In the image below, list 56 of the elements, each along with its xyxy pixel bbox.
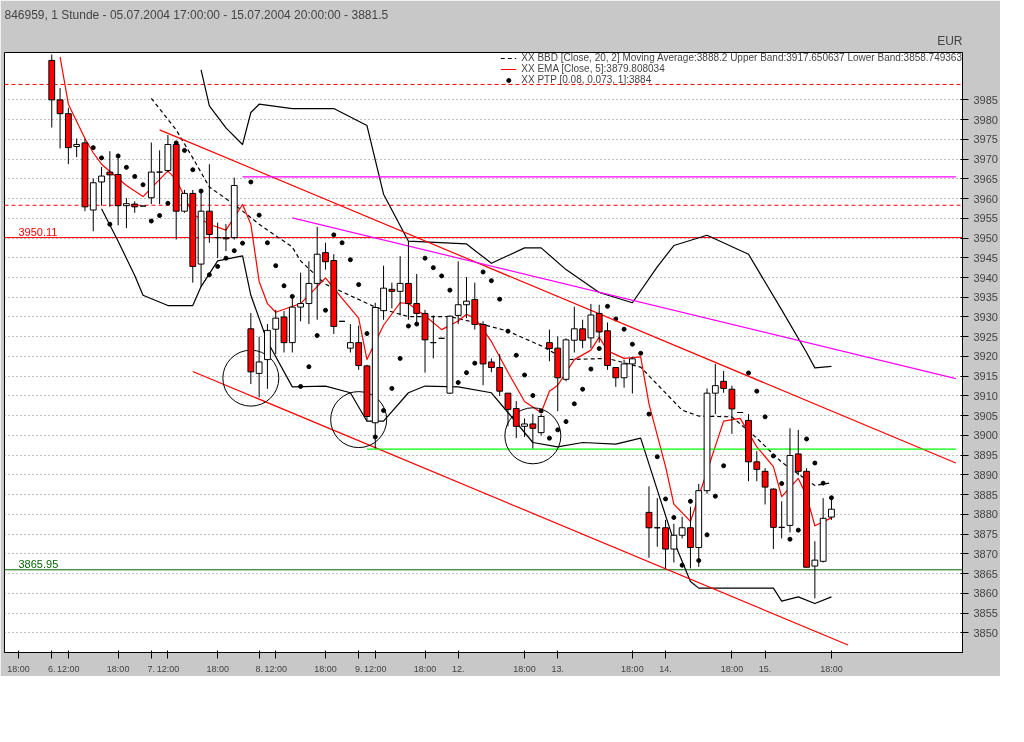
- y-tick-label: 3980: [973, 113, 998, 126]
- y-tick-label: 3885: [973, 488, 998, 501]
- x-tick-label: 12:00: [364, 663, 387, 674]
- y-tick-label: 3970: [973, 153, 998, 166]
- x-tick-label: 18:00: [314, 663, 337, 674]
- y-tick-label: 3925: [973, 330, 998, 343]
- x-tick-label: 7.: [147, 663, 156, 674]
- legend-label: XX PTP [0.08, 0.073, 1]:3884: [521, 74, 652, 85]
- y-tick-label: 3910: [973, 389, 998, 402]
- y-tick-label: 3940: [973, 271, 998, 284]
- y-tick-label: 3850: [973, 626, 998, 639]
- y-tick-label: 3955: [973, 212, 998, 225]
- y-tick-label: 3930: [973, 310, 998, 323]
- legend-label: XX BBD [Close, 20, 2] Moving Average:3888.2 Upper Band:3917.650637 Lower Band:3858.749363: [521, 52, 962, 63]
- y-tick-label: 3935: [973, 291, 998, 304]
- y-tick-label: 3895: [973, 449, 998, 462]
- x-tick-label: 18:00: [513, 663, 536, 674]
- x-tick-label: 18:00: [413, 663, 437, 674]
- y-tick-label: 3870: [973, 547, 998, 560]
- x-tick-label: 12:00: [156, 663, 180, 674]
- x-tick-label: 12:00: [57, 663, 80, 674]
- x-tick-label: 18:00: [621, 663, 644, 674]
- y-tick-label: 3905: [973, 409, 998, 422]
- y-tick-label: 3945: [973, 251, 998, 264]
- x-tick-label: 18:00: [720, 663, 744, 674]
- x-tick-label: 18:00: [206, 663, 229, 674]
- y-axis-title: EUR: [937, 33, 963, 48]
- x-tick-label: 18:00: [820, 663, 843, 674]
- legend-label: XX EMA [Close, 5]:3879.808034: [521, 63, 665, 74]
- x-tick-label: 6.: [48, 663, 56, 674]
- y-tick-label: 3875: [973, 528, 998, 541]
- y-tick-label: 3920: [973, 350, 998, 363]
- y-tick-label: 3975: [973, 133, 998, 146]
- y-tick-label: 3965: [973, 172, 998, 185]
- x-tick-label: 15.: [758, 663, 772, 674]
- y-tick-label: 3855: [973, 607, 998, 620]
- x-tick-label: 18:00: [106, 663, 130, 674]
- y-tick-label: 3985: [973, 93, 998, 106]
- x-tick-label: 12.: [451, 663, 465, 674]
- y-tick-label: 3865: [973, 567, 998, 580]
- ref-line-label: 3950.11: [18, 225, 58, 238]
- x-tick-label: 13.: [551, 663, 564, 674]
- y-tick-label: 3890: [973, 468, 998, 481]
- y-tick-label: 3950: [973, 232, 998, 245]
- x-tick-label: 14.: [659, 663, 672, 674]
- x-tick-label: 9.: [354, 663, 363, 674]
- ref-line-label: 3865.95: [18, 557, 59, 570]
- x-tick-label: 8.: [255, 663, 263, 674]
- y-tick-label: 3915: [973, 370, 998, 383]
- y-tick-label: 3960: [973, 192, 998, 205]
- x-tick-label: 18:00: [7, 663, 30, 674]
- y-tick-label: 3880: [973, 508, 998, 521]
- x-tick-label: 12:00: [264, 663, 287, 674]
- y-tick-label: 3860: [973, 587, 998, 600]
- chart-title: 846959, 1 Stunde - 05.07.2004 17:00:00 - 15.07.2004 20:00:00 - 3881.5: [4, 7, 389, 22]
- y-tick-label: 3900: [973, 429, 998, 442]
